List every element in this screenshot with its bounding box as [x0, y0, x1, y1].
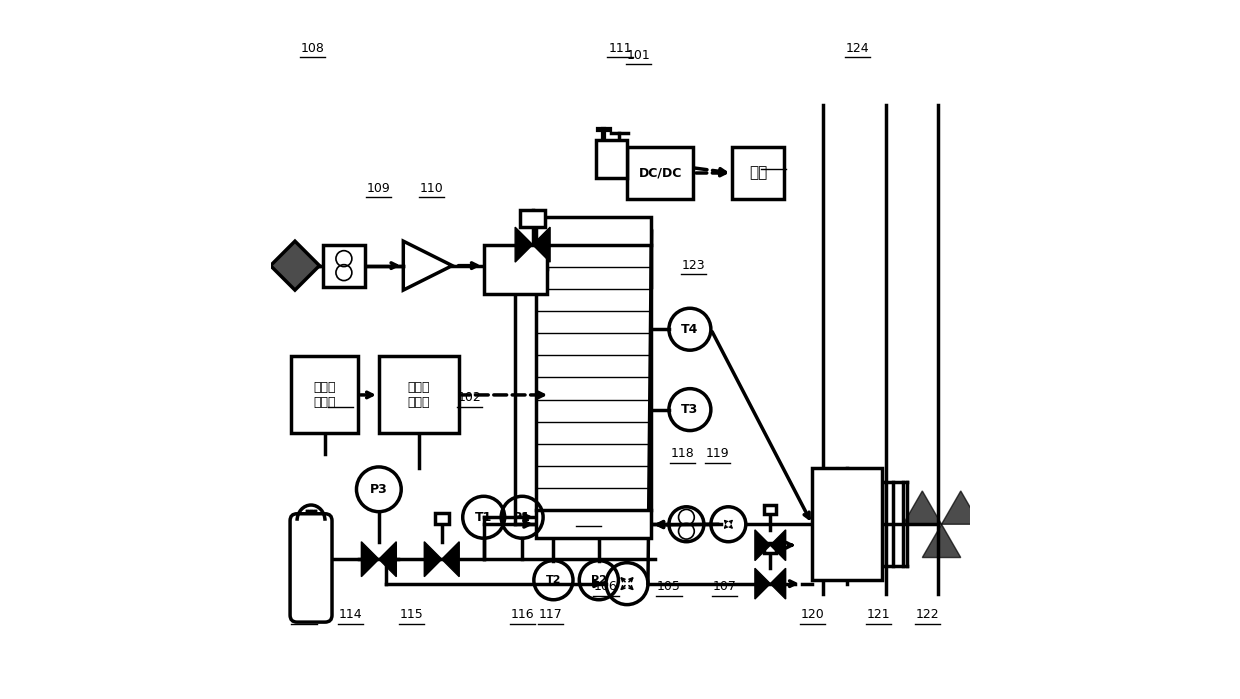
Text: T1: T1 [475, 511, 492, 524]
Text: T4: T4 [681, 323, 698, 336]
FancyBboxPatch shape [627, 147, 693, 199]
Text: P3: P3 [370, 483, 388, 496]
FancyBboxPatch shape [484, 245, 547, 294]
Text: T2: T2 [546, 575, 562, 585]
Text: 119: 119 [706, 447, 729, 461]
Polygon shape [941, 491, 980, 524]
Polygon shape [903, 491, 941, 524]
Text: DC/DC: DC/DC [639, 166, 682, 180]
FancyBboxPatch shape [435, 513, 449, 524]
Text: 124: 124 [846, 42, 869, 55]
Text: 电压检
测装置: 电压检 测装置 [408, 381, 430, 409]
FancyBboxPatch shape [291, 356, 358, 433]
Text: P1: P1 [513, 511, 531, 524]
Text: 112: 112 [761, 154, 786, 167]
Text: 106: 106 [594, 580, 618, 593]
FancyBboxPatch shape [290, 514, 332, 622]
Text: 108: 108 [300, 42, 325, 55]
FancyBboxPatch shape [536, 510, 651, 538]
Text: 102: 102 [458, 391, 481, 405]
Text: 101: 101 [627, 49, 651, 62]
Text: 发动机
控制器: 发动机 控制器 [314, 381, 336, 409]
FancyBboxPatch shape [732, 147, 784, 199]
Text: 103: 103 [329, 391, 352, 405]
Text: 104: 104 [577, 510, 600, 524]
Text: 113: 113 [293, 608, 316, 621]
Text: P2: P2 [591, 575, 606, 585]
FancyBboxPatch shape [812, 468, 882, 580]
Text: 111: 111 [608, 42, 632, 55]
Text: 110: 110 [419, 182, 443, 195]
Text: 105: 105 [657, 580, 681, 593]
Polygon shape [270, 241, 320, 290]
Text: 109: 109 [367, 182, 391, 195]
Text: 123: 123 [682, 259, 706, 272]
Text: T3: T3 [681, 403, 698, 416]
FancyBboxPatch shape [536, 217, 651, 245]
Polygon shape [515, 227, 551, 262]
FancyBboxPatch shape [322, 245, 365, 287]
FancyBboxPatch shape [764, 543, 776, 553]
Text: 118: 118 [671, 447, 694, 461]
Text: 115: 115 [399, 608, 424, 621]
Text: 114: 114 [339, 608, 362, 621]
FancyBboxPatch shape [764, 505, 776, 514]
FancyBboxPatch shape [521, 210, 544, 227]
Text: 116: 116 [511, 608, 534, 621]
FancyBboxPatch shape [595, 140, 627, 178]
Polygon shape [424, 542, 459, 577]
Text: 117: 117 [538, 608, 562, 621]
Text: 120: 120 [800, 608, 825, 621]
FancyBboxPatch shape [379, 356, 459, 433]
Polygon shape [361, 542, 397, 577]
Polygon shape [923, 524, 961, 558]
Text: 121: 121 [867, 608, 890, 621]
Text: 107: 107 [713, 580, 737, 593]
Text: 122: 122 [916, 608, 940, 621]
Text: 负载: 负载 [749, 166, 768, 180]
Polygon shape [755, 530, 786, 561]
Polygon shape [270, 241, 320, 290]
Polygon shape [755, 568, 786, 599]
